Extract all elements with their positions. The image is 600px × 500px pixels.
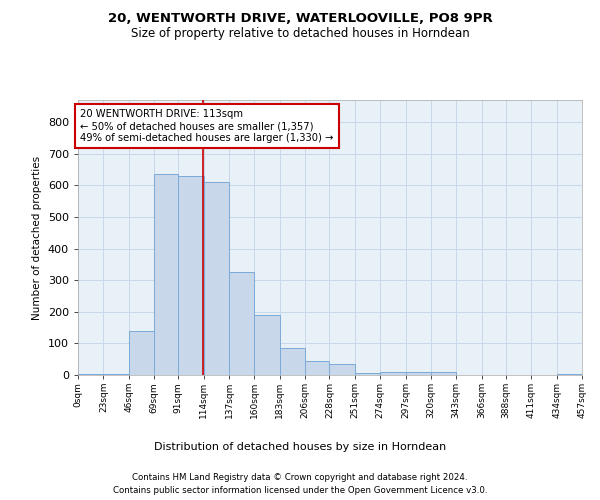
Bar <box>380 372 406 375</box>
Bar <box>103 374 129 375</box>
Text: 20, WENTWORTH DRIVE, WATERLOOVILLE, PO8 9PR: 20, WENTWORTH DRIVE, WATERLOOVILLE, PO8 … <box>107 12 493 26</box>
Bar <box>204 182 229 375</box>
Bar <box>557 374 582 375</box>
Text: 20 WENTWORTH DRIVE: 113sqm
← 50% of detached houses are smaller (1,357)
49% of s: 20 WENTWORTH DRIVE: 113sqm ← 50% of deta… <box>80 110 334 142</box>
Bar <box>329 364 355 375</box>
Bar <box>229 272 254 375</box>
Bar <box>305 361 329 375</box>
Bar <box>178 176 204 375</box>
Bar <box>254 315 280 375</box>
Text: Size of property relative to detached houses in Horndean: Size of property relative to detached ho… <box>131 28 469 40</box>
Text: Contains public sector information licensed under the Open Government Licence v3: Contains public sector information licen… <box>113 486 487 495</box>
Bar <box>154 174 178 375</box>
Bar <box>406 372 431 375</box>
Text: Contains HM Land Registry data © Crown copyright and database right 2024.: Contains HM Land Registry data © Crown c… <box>132 472 468 482</box>
Bar <box>280 348 305 375</box>
Bar <box>431 372 456 375</box>
Bar <box>129 330 154 375</box>
Bar <box>78 374 103 375</box>
Bar <box>355 374 380 375</box>
Y-axis label: Number of detached properties: Number of detached properties <box>32 156 42 320</box>
Text: Distribution of detached houses by size in Horndean: Distribution of detached houses by size … <box>154 442 446 452</box>
